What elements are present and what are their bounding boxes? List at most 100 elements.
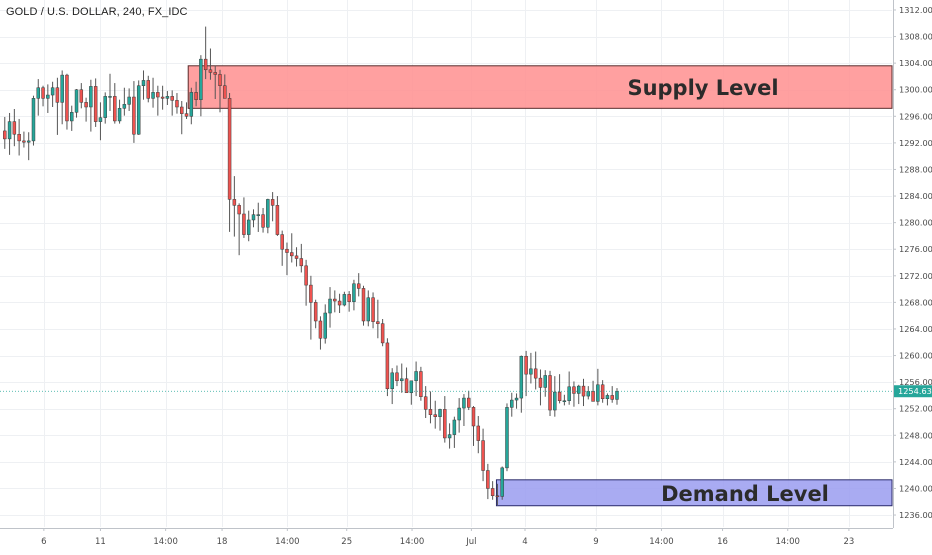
candle-body [366,297,371,322]
price-tick-label: 1252.00 [899,404,932,414]
candle-body [36,87,40,99]
candle [223,74,227,99]
candle-body [337,300,342,306]
candle [371,292,375,329]
time-tick-label: 9 [593,537,598,547]
candle-body [275,205,280,235]
candle [471,406,476,446]
candle-body [376,321,380,324]
candle-body [443,409,447,439]
price-tick-label: 1272.00 [899,271,932,281]
last-price-badge: 1254.63 [894,385,932,398]
price-tick-label: 1312.00 [899,5,932,15]
candle [246,210,251,242]
candle [510,392,514,417]
candle-body [428,409,433,415]
candle [151,77,155,108]
candle [17,118,21,156]
candle [41,85,45,107]
candle-body [108,96,112,98]
price-tick-label: 1240.00 [899,483,932,493]
price-tick-label: 1256.00 [899,377,932,387]
candle [533,351,538,390]
candle-body [98,117,103,122]
candle-body [538,377,543,388]
candle-body [572,386,576,394]
candle [285,242,289,276]
candle [428,391,433,424]
candle-body [84,102,88,108]
candle [299,243,304,273]
candle [342,291,347,307]
candle [232,176,237,237]
candle [610,386,614,403]
candle [423,386,428,419]
candle [113,83,117,124]
candle [519,355,524,413]
candle [361,285,366,326]
candle-body [122,104,127,109]
price-tick-label: 1300.00 [899,85,932,95]
candle [31,95,36,146]
candle [337,293,342,314]
candle-body [117,108,122,122]
candle-body [46,94,50,99]
candle [3,116,7,149]
candle-body [232,199,237,206]
candle [50,81,55,107]
candle-body [447,434,452,439]
price-tick-label: 1248.00 [899,430,932,440]
candle-body [26,140,31,143]
candle [79,83,84,109]
candle-body [151,92,155,99]
candle [7,112,12,155]
candle [433,400,437,429]
candle [12,108,17,147]
candle [60,70,64,125]
candle [600,380,605,403]
supply-level-label: Supply Level [627,76,778,100]
candle-body [304,265,308,286]
candle-body [55,87,60,103]
candle-body [31,98,36,142]
price-tick-label: 1236.00 [899,510,932,520]
price-tick-label: 1276.00 [899,244,932,254]
time-tick-label: 14:00 [275,537,300,547]
candle [256,202,261,232]
candle [141,70,146,100]
candle-body [41,87,45,99]
candle [93,78,98,127]
candle [529,352,533,384]
candle-body [160,96,165,99]
candle [290,233,294,263]
candle-body [70,112,74,122]
candle-body [256,214,261,216]
candle [318,316,323,350]
candle-body [242,213,246,235]
candle-body [285,248,289,253]
candles [3,26,619,506]
candle-body [74,89,79,113]
candle-body [50,87,55,96]
candle-body [600,384,605,399]
candle-body [7,121,12,140]
candle-body [313,302,318,322]
time-tick-label: 23 [843,537,854,547]
candle-body [356,283,361,289]
candle [452,416,457,448]
candle [562,394,567,406]
candle [409,380,414,405]
candle [70,105,74,131]
candle-body [586,391,591,397]
candle-body [237,205,241,215]
candle [495,483,500,506]
candle-body [457,407,461,421]
candle-body [495,495,500,498]
candle-body [380,323,385,344]
candle-body [3,130,7,140]
candle [438,408,442,431]
candle-body [524,355,528,375]
candle-body [246,219,251,235]
